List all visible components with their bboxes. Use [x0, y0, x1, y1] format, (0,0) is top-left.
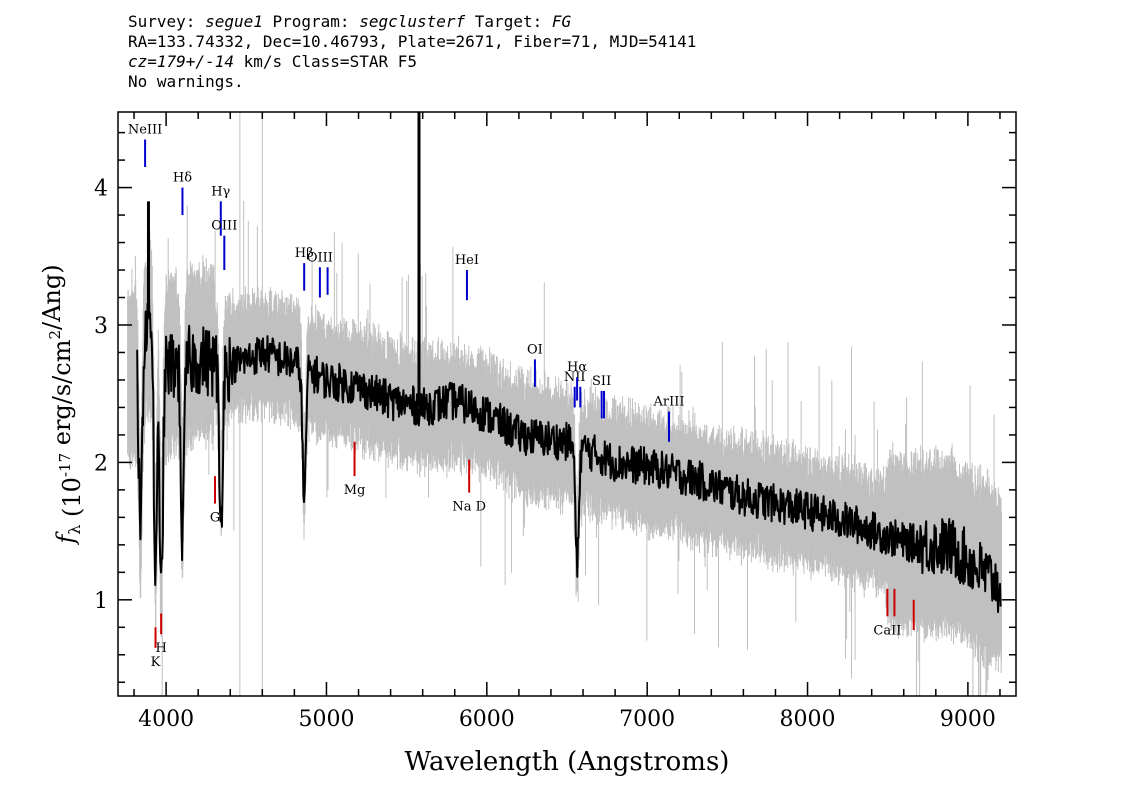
redshift-value: cz=179+/-14	[128, 52, 234, 71]
class-text: km/s Class=STAR F5	[233, 52, 417, 71]
line-label: HeI	[455, 253, 479, 268]
line-label: H	[155, 641, 166, 656]
line-label: Mg	[344, 483, 366, 498]
x-tick-label: 6000	[459, 707, 515, 732]
y-axis-label-text: fλ (10-17 erg/s/cm2/Ang)	[38, 264, 86, 545]
x-tick-label: 9000	[940, 707, 996, 732]
line-label: CaII	[873, 623, 901, 638]
line-label: Na D	[452, 500, 486, 515]
line-label: NeIII	[128, 122, 162, 137]
header-line-3: cz=179+/-14 km/s Class=STAR F5	[128, 52, 696, 72]
y-tick-label: 3	[94, 314, 108, 339]
target-label: Target:	[465, 12, 552, 31]
line-label: Hγ	[211, 184, 230, 199]
line-label: ArIII	[652, 395, 684, 410]
line-label: Hδ	[173, 171, 192, 186]
line-label: OI	[527, 342, 543, 357]
line-label: NII	[564, 370, 586, 385]
program-value: segclusterf	[359, 12, 466, 31]
x-tick-label: 5000	[298, 707, 354, 732]
survey-label: Survey:	[128, 12, 206, 31]
line-label: OIII	[307, 250, 333, 265]
error-band-series	[127, 112, 1002, 696]
x-axis-label: Wavelength (Angstroms)	[405, 747, 730, 777]
line-label: K	[151, 655, 161, 670]
spectrum-header: Survey: segue1 Program: segclusterf Targ…	[128, 12, 696, 92]
program-label: Program:	[262, 12, 360, 31]
header-line-1: Survey: segue1 Program: segclusterf Targ…	[128, 12, 696, 32]
header-line-2: RA=133.74332, Dec=10.46793, Plate=2671, …	[128, 32, 697, 51]
flux-series	[136, 112, 1002, 614]
header-line-4: No warnings.	[128, 72, 244, 91]
line-label: G	[210, 511, 220, 526]
line-label: OIII	[211, 219, 237, 234]
line-label: Hα	[567, 360, 587, 375]
y-tick-label: 1	[94, 589, 108, 614]
line-label: Hβ	[295, 246, 314, 261]
flux-line	[136, 280, 1002, 614]
line-label: SII	[592, 374, 611, 389]
x-tick-label: 4000	[138, 707, 194, 732]
y-axis-label: fλ (10-17 erg/s/cm2/Ang)	[38, 264, 86, 545]
axis-ticks: 4000 5000 6000 7000 8000 9000 1 2 3 4	[94, 112, 1016, 732]
target-value: FG	[551, 12, 572, 31]
y-tick-label: 2	[94, 451, 108, 476]
survey-value: segue1	[205, 12, 263, 31]
y-tick-label: 4	[94, 177, 108, 202]
x-tick-label: 8000	[780, 707, 836, 732]
x-tick-label: 7000	[619, 707, 675, 732]
plot-frame	[117, 111, 1017, 697]
